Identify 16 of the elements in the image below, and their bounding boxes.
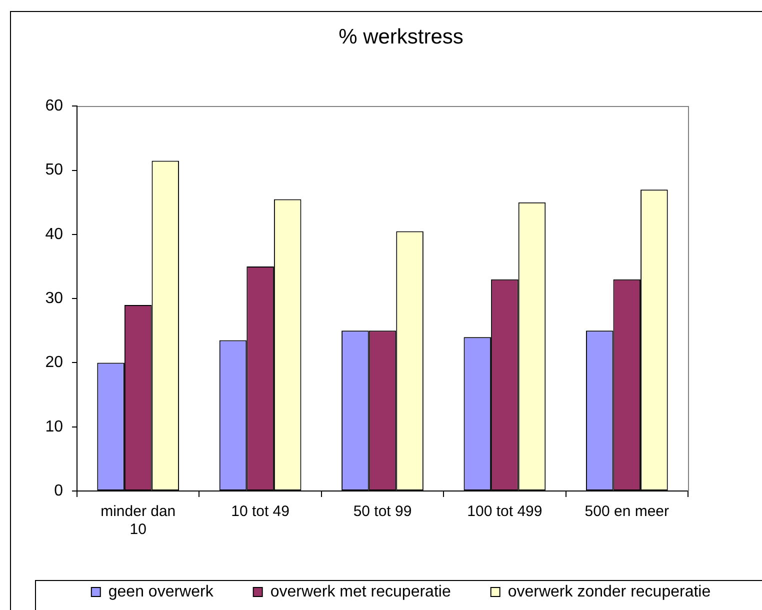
x-tick-label: 10 tot 49 xyxy=(231,503,290,520)
y-tick-label: 10 xyxy=(45,418,64,436)
x-tick-label: 50 tot 99 xyxy=(353,503,412,520)
y-tick-label: 30 xyxy=(45,290,64,308)
y-tick-label: 60 xyxy=(45,98,64,115)
y-tick-label: 40 xyxy=(45,226,64,243)
chart-title: % werkstress xyxy=(338,25,464,48)
y-tick-label: 50 xyxy=(45,162,64,179)
y-tick-label: 20 xyxy=(45,354,64,372)
x-tick-label: 500 en meer xyxy=(584,503,670,520)
legend-label: overwerk met recuperatie xyxy=(270,583,451,600)
legend-label: overwerk zonder recuperatie xyxy=(508,583,711,600)
x-tick-label: 100 tot 499 xyxy=(467,503,542,520)
y-tick-label: 0 xyxy=(54,482,64,500)
x-tick-label: minder dan 10 xyxy=(100,503,176,538)
legend-label: geen overwerk xyxy=(108,583,214,600)
